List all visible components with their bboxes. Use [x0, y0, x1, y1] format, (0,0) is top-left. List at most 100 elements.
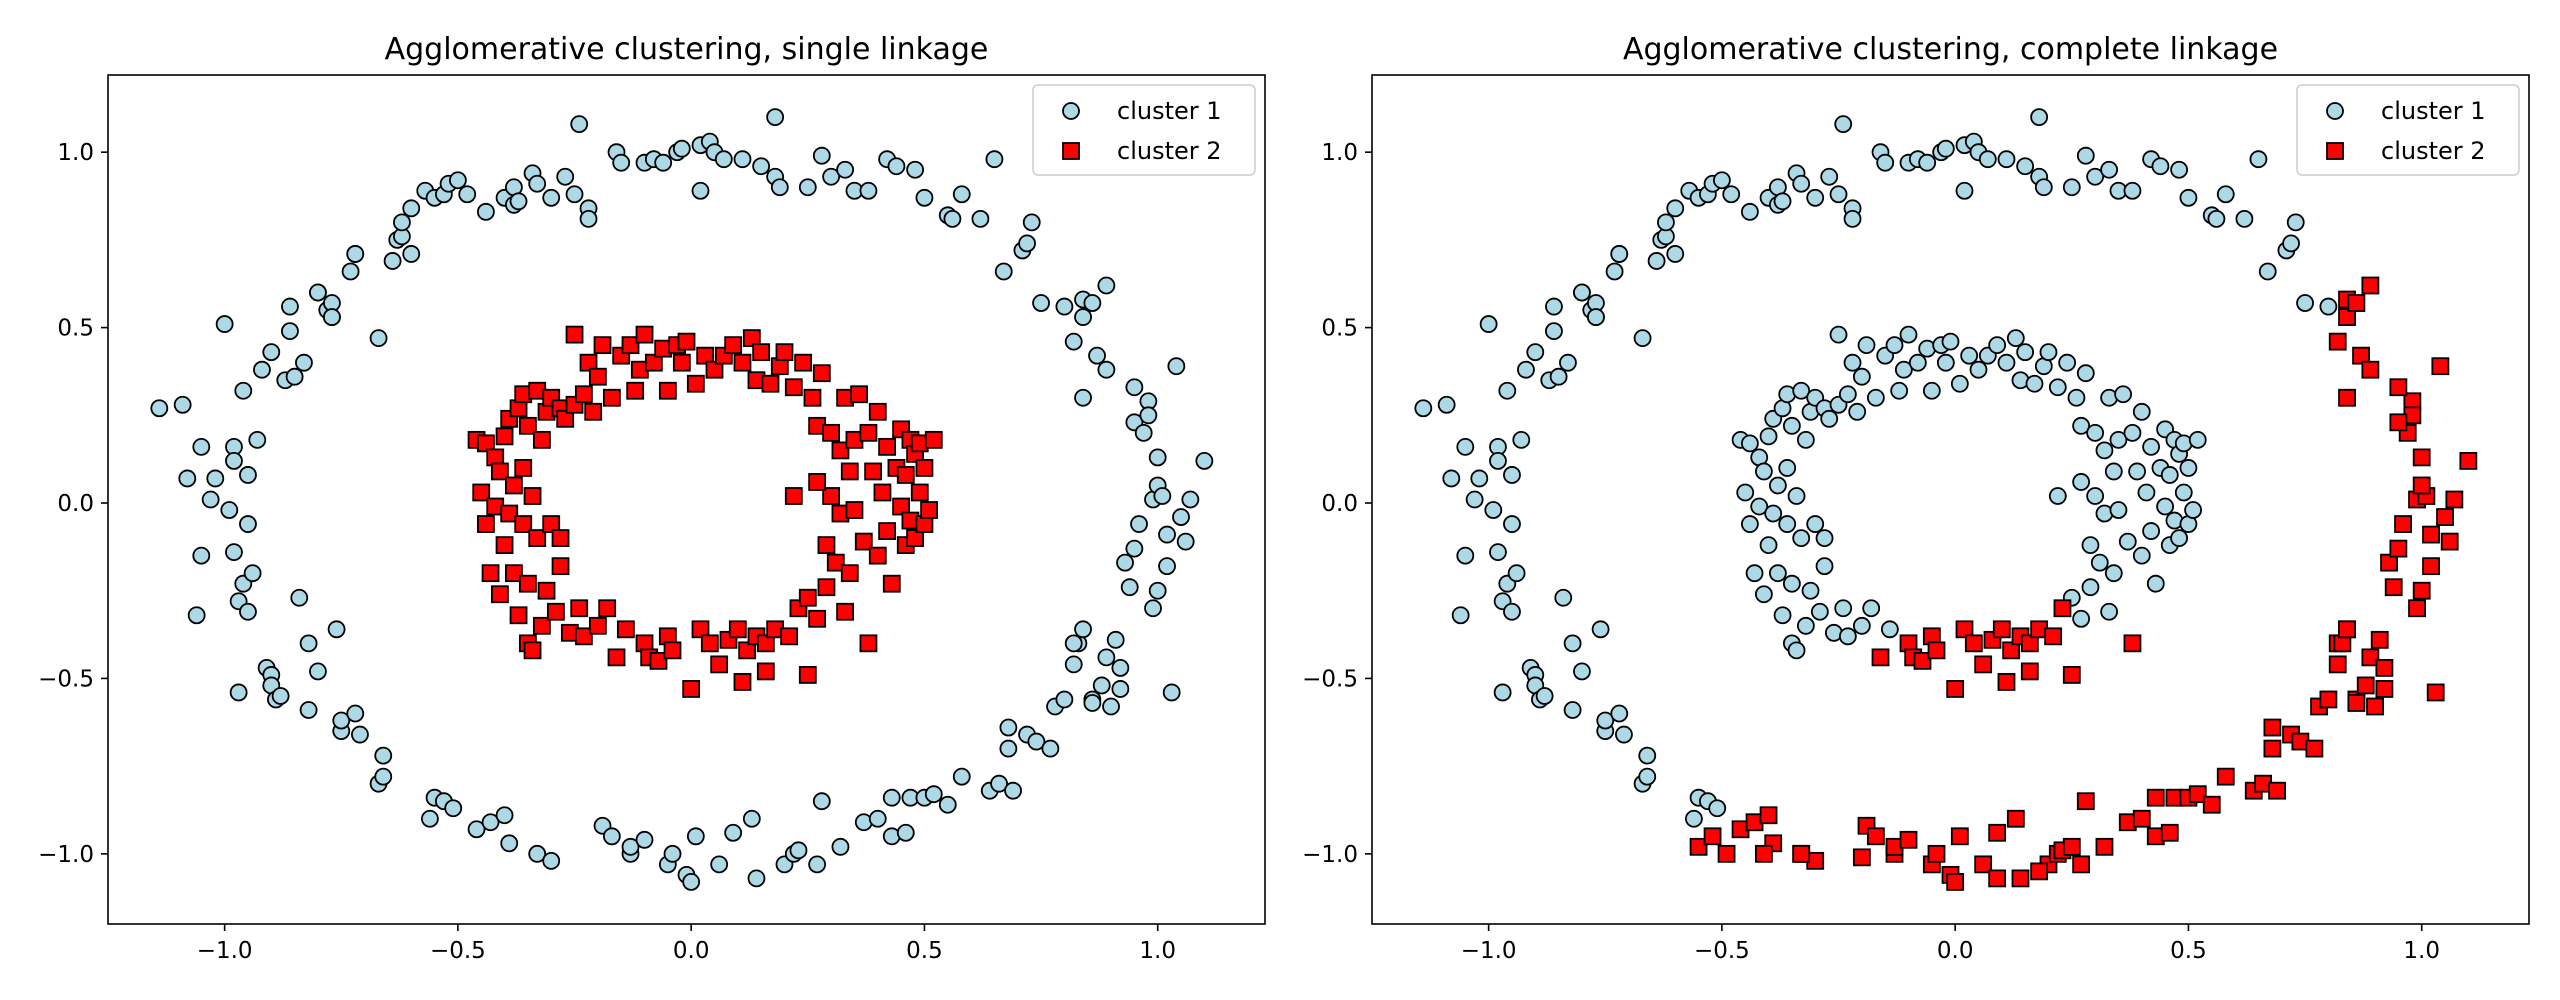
legend-marker — [1062, 102, 1080, 120]
data-point — [1703, 827, 1722, 846]
data-point — [504, 476, 523, 495]
y-tick-label: 0.0 — [1321, 491, 1358, 517]
data-point — [421, 809, 439, 828]
data-point — [2361, 360, 2380, 379]
data-point — [1955, 181, 1974, 200]
data-point — [2095, 837, 2114, 856]
data-point — [1018, 234, 1036, 253]
data-point — [201, 490, 220, 509]
data-point — [794, 353, 813, 372]
data-point — [1852, 367, 1871, 386]
data-point — [1605, 262, 1624, 281]
legend-marker — [2326, 102, 2344, 120]
data-point — [1074, 308, 1092, 326]
data-point — [1512, 430, 1531, 449]
data-point — [598, 599, 617, 618]
data-point — [1918, 153, 1937, 172]
data-point — [1134, 423, 1153, 442]
data-point — [518, 574, 537, 593]
data-point — [999, 739, 1018, 758]
data-point — [173, 395, 192, 414]
data-point — [840, 564, 859, 583]
data-point — [1083, 294, 1102, 312]
data-point — [2081, 578, 2100, 597]
data-point — [612, 153, 631, 172]
data-point — [206, 469, 225, 488]
data-point — [523, 487, 542, 505]
data-point — [672, 353, 691, 372]
data-point — [2179, 188, 2198, 207]
x-tick-label: −1.0 — [1461, 938, 1517, 964]
data-point — [1004, 781, 1022, 800]
data-point — [1801, 581, 1820, 600]
data-point — [682, 680, 701, 698]
data-point — [710, 655, 729, 674]
data-point — [584, 402, 603, 421]
data-point — [2072, 416, 2091, 435]
data-point — [952, 185, 971, 204]
data-point — [2347, 694, 2366, 712]
data-point — [1125, 378, 1144, 397]
data-point — [644, 353, 663, 372]
data-point — [1027, 732, 1046, 751]
data-point — [178, 469, 197, 488]
legend-label: cluster 1 — [2381, 97, 2486, 125]
data-point — [1074, 620, 1092, 639]
data-point — [532, 616, 551, 635]
data-point — [1792, 844, 1811, 863]
data-point — [817, 578, 836, 597]
data-point — [2426, 683, 2445, 702]
x-tick-label: 0.5 — [2170, 938, 2207, 964]
data-point — [2361, 276, 2380, 295]
data-point — [1689, 837, 1708, 856]
data-point — [1638, 746, 1657, 765]
data-point — [1549, 367, 1568, 386]
data-point — [2020, 662, 2039, 681]
data-point — [1768, 476, 1787, 495]
data-point — [2328, 655, 2347, 674]
data-point — [551, 557, 570, 576]
series-cluster-2 — [1689, 276, 2478, 891]
data-point — [346, 245, 365, 263]
data-point — [1885, 336, 1904, 355]
data-point — [1022, 213, 1041, 232]
data-point — [1997, 150, 2016, 169]
data-point — [248, 430, 267, 449]
data-point — [2394, 515, 2412, 533]
data-point — [1782, 416, 1801, 435]
data-point — [1503, 602, 1521, 621]
data-point — [1866, 827, 1885, 846]
data-point — [2375, 680, 2394, 698]
data-point — [822, 487, 841, 505]
data-point — [2188, 430, 2207, 449]
data-point — [808, 473, 827, 491]
data-point — [2356, 676, 2375, 695]
data-point — [1829, 325, 1848, 344]
data-point — [1740, 434, 1759, 453]
data-point — [691, 181, 710, 200]
data-point — [1754, 585, 1773, 604]
data-point — [1862, 599, 1881, 618]
data-point — [1936, 353, 1955, 372]
data-point — [1838, 385, 1857, 404]
data-point — [780, 627, 799, 646]
data-point — [1526, 343, 1545, 362]
data-point — [444, 799, 463, 818]
data-point — [2006, 329, 2025, 348]
data-point — [1666, 245, 1685, 263]
data-point — [798, 666, 817, 684]
data-point — [658, 381, 677, 400]
data-point — [789, 841, 808, 860]
data-point — [2006, 809, 2025, 828]
data-point — [341, 262, 360, 281]
data-point — [1960, 346, 1979, 365]
data-point — [225, 452, 243, 470]
data-point — [1787, 641, 1806, 660]
data-point — [766, 108, 785, 126]
data-point — [1647, 252, 1666, 270]
data-point — [2389, 539, 2408, 558]
data-point — [1806, 188, 1825, 207]
y-tick-label: 0.5 — [57, 316, 94, 342]
data-point — [1638, 767, 1657, 786]
data-point — [924, 785, 943, 804]
